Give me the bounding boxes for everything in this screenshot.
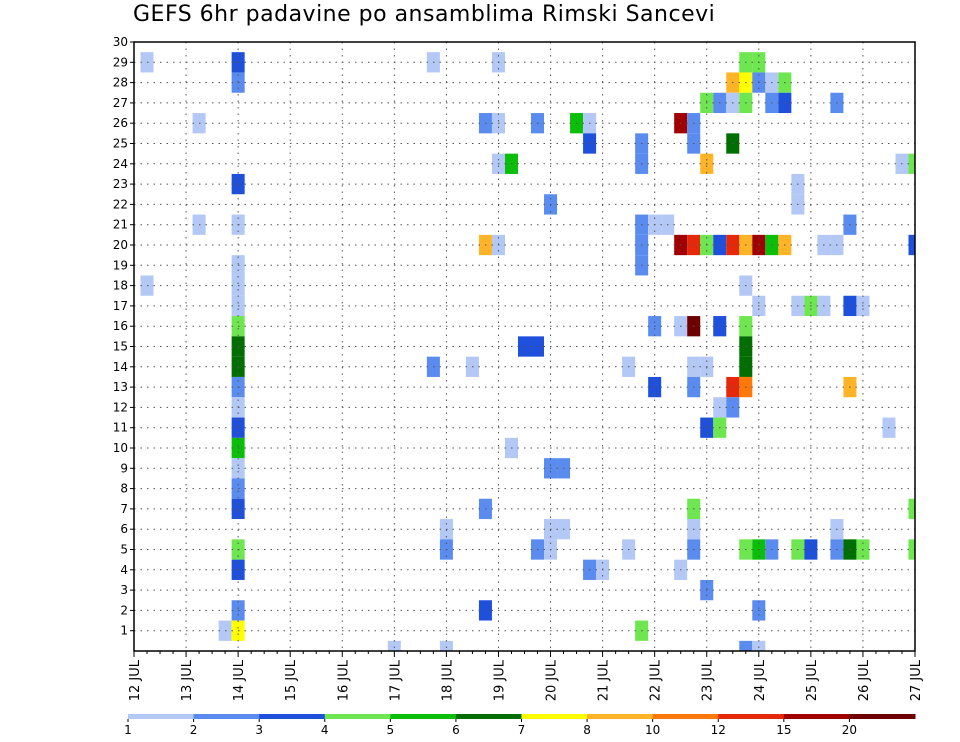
colorbar-swatch bbox=[193, 714, 260, 719]
x-tick-label: 12 JUL bbox=[128, 659, 143, 701]
y-tick-label: 8 bbox=[120, 482, 128, 496]
y-tick-label: 16 bbox=[113, 319, 128, 333]
colorbar-swatch bbox=[128, 714, 195, 719]
y-tick-label: 17 bbox=[113, 299, 128, 313]
heatmap-cell bbox=[739, 640, 753, 651]
y-tick-label: 9 bbox=[120, 461, 128, 475]
heatmap-cells bbox=[140, 52, 915, 651]
colorbar-label: 8 bbox=[583, 723, 591, 737]
y-tick-label: 15 bbox=[113, 340, 128, 354]
colorbar-label: 12 bbox=[711, 723, 726, 737]
y-tick-label: 29 bbox=[113, 55, 128, 69]
y-tick-label: 26 bbox=[113, 116, 128, 130]
heatmap-cell bbox=[908, 234, 915, 256]
colorbar-swatch bbox=[849, 714, 916, 719]
x-tick-label: 18 JUL bbox=[440, 659, 455, 701]
colorbar-swatch bbox=[324, 714, 391, 719]
x-tick-label: 21 JUL bbox=[597, 659, 612, 701]
y-tick-label: 10 bbox=[113, 441, 128, 455]
y-tick-label: 21 bbox=[113, 218, 128, 232]
colorbar-label: 1 bbox=[124, 723, 132, 737]
y-tick-label: 12 bbox=[113, 400, 128, 414]
colorbar-label: 5 bbox=[387, 723, 395, 737]
colorbar-label: 15 bbox=[776, 723, 791, 737]
y-tick-label: 6 bbox=[120, 522, 128, 536]
y-tick-label: 23 bbox=[113, 177, 128, 191]
x-tick-label: 24 JUL bbox=[753, 659, 768, 701]
y-tick-label: 27 bbox=[113, 96, 128, 110]
colorbar-legend: 1 2 3 4 5 6 7 8 10 12 15 20 bbox=[124, 714, 916, 737]
x-tick-label: 25 JUL bbox=[805, 659, 820, 701]
colorbar-label: 4 bbox=[321, 723, 329, 737]
colorbar-swatch bbox=[652, 714, 719, 719]
x-tick-label: 17 JUL bbox=[388, 659, 403, 701]
x-tick-label: 14 JUL bbox=[232, 659, 247, 701]
colorbar-swatch bbox=[390, 714, 457, 719]
y-tick-label: 22 bbox=[113, 197, 128, 211]
colorbar-label: 20 bbox=[842, 723, 857, 737]
colorbar-label: 6 bbox=[452, 723, 460, 737]
y-tick-label: 30 bbox=[113, 35, 128, 49]
heatmap-cell bbox=[752, 640, 766, 651]
x-tick-label: 16 JUL bbox=[336, 659, 351, 701]
colorbar-swatch bbox=[718, 714, 785, 719]
grid-lines bbox=[134, 42, 915, 651]
y-tick-label: 2 bbox=[120, 603, 128, 617]
x-tick-label: 26 JUL bbox=[857, 659, 872, 701]
x-axis: 12 JUL 13 JUL 14 JUL 15 JUL 16 JUL 17 JUL 18 J… bbox=[128, 651, 924, 701]
y-tick-label: 7 bbox=[120, 502, 128, 516]
y-tick-label: 14 bbox=[113, 360, 128, 374]
y-tick-label: 18 bbox=[113, 279, 128, 293]
y-tick-label: 25 bbox=[113, 137, 128, 151]
y-tick-label: 11 bbox=[113, 421, 128, 435]
y-tick-label: 5 bbox=[120, 543, 128, 557]
colorbar-label: 10 bbox=[645, 723, 660, 737]
y-tick-label: 20 bbox=[113, 238, 128, 252]
x-tick-label: 27 JUL bbox=[909, 659, 924, 701]
colorbar-swatch bbox=[455, 714, 522, 719]
colorbar-label: 7 bbox=[518, 723, 526, 737]
y-tick-label: 24 bbox=[113, 157, 128, 171]
x-tick-label: 23 JUL bbox=[701, 659, 716, 701]
x-tick-label: 15 JUL bbox=[284, 659, 299, 701]
colorbar-swatch bbox=[587, 714, 654, 719]
y-tick-label: 1 bbox=[120, 624, 128, 638]
colorbar-label: 2 bbox=[190, 723, 198, 737]
colorbar-swatch bbox=[783, 714, 850, 719]
heatmap-cell bbox=[908, 539, 915, 560]
heatmap-cell bbox=[439, 640, 453, 651]
y-tick-label: 19 bbox=[113, 258, 128, 272]
heatmap-cell bbox=[908, 153, 915, 174]
y-tick-label: 3 bbox=[120, 583, 128, 597]
heatmap-cell bbox=[387, 640, 401, 651]
colorbar-swatch bbox=[259, 714, 326, 719]
x-tick-label: 20 JUL bbox=[545, 659, 560, 701]
y-tick-label: 4 bbox=[120, 563, 128, 577]
x-tick-label: 13 JUL bbox=[180, 659, 195, 701]
colorbar-swatch bbox=[521, 714, 588, 719]
y-tick-label: 28 bbox=[113, 76, 128, 90]
x-tick-label: 19 JUL bbox=[492, 659, 507, 701]
y-axis: 1234567891011121314151617181920212223242… bbox=[113, 35, 134, 638]
x-tick-label: 22 JUL bbox=[649, 659, 664, 701]
heatmap-cell bbox=[908, 498, 915, 520]
colorbar-label: 3 bbox=[255, 723, 263, 737]
chart-title: GEFS 6hr padavine po ansamblima Rimski S… bbox=[133, 2, 716, 27]
y-tick-label: 13 bbox=[113, 380, 128, 394]
